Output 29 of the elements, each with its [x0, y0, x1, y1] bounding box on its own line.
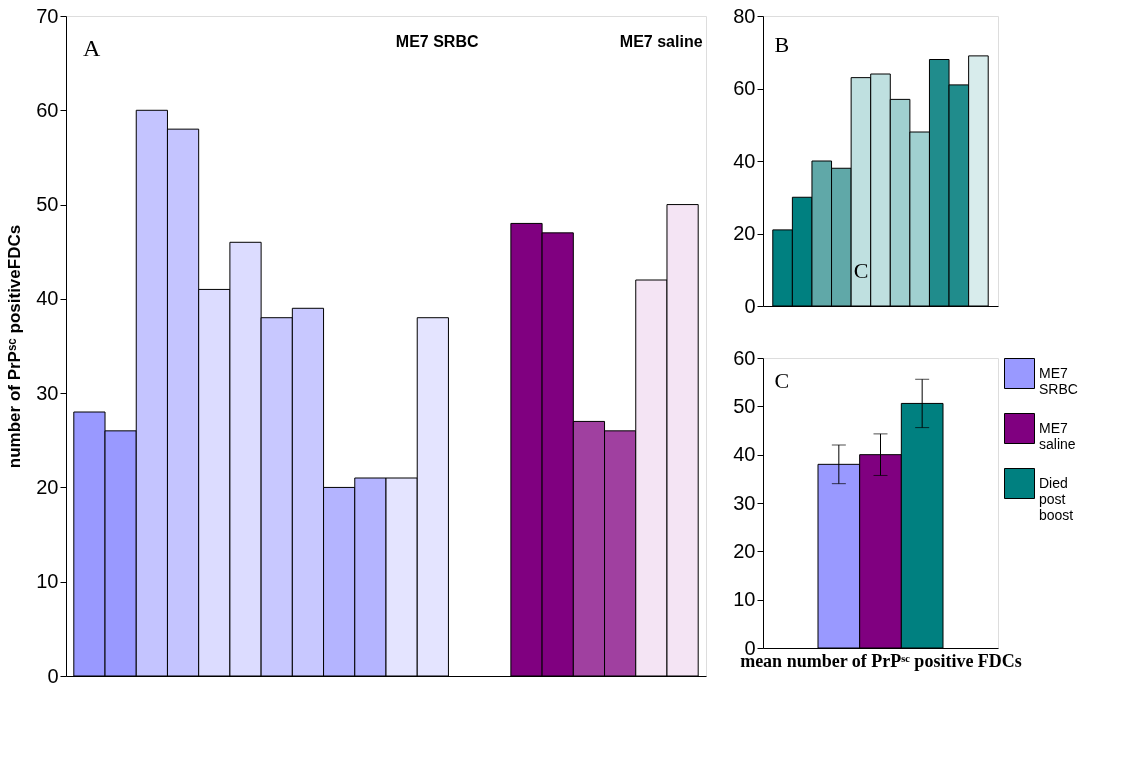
legend-label: Died post boost — [1039, 474, 1074, 523]
y-tick-label: 40 — [733, 149, 756, 172]
annotation: ME7 SRBC — [395, 33, 479, 51]
y-tick-label: 10 — [36, 570, 59, 593]
annotation: C — [853, 258, 869, 284]
y-tick-label: 60 — [36, 98, 59, 121]
y-tick-label: 60 — [733, 346, 756, 369]
y-tick-label: 30 — [36, 381, 59, 404]
annotation: ME7 saline — [619, 33, 703, 51]
y-tick-label: 0 — [47, 664, 59, 687]
y-tick-label: 10 — [733, 588, 756, 611]
legend-label: ME7 SRBC — [1039, 364, 1078, 397]
y-tick-label: 20 — [733, 539, 756, 562]
y-tick-label: 80 — [733, 4, 756, 27]
y-tick-label: 50 — [733, 394, 756, 417]
y-tick-label: 40 — [36, 287, 59, 310]
y-tick-label: 40 — [733, 443, 756, 466]
y-tick-label: 20 — [36, 475, 59, 498]
legend-label: ME7 saline — [1039, 419, 1076, 452]
annotation: A — [82, 35, 101, 61]
y-tick-label: 60 — [733, 77, 756, 99]
y-tick-label: 20 — [733, 222, 756, 244]
y-axis-title: number of PrPˢᶜ positiveFDCs — [5, 224, 25, 469]
y-tick-label: 70 — [36, 4, 59, 27]
y-tick-label: 30 — [733, 491, 756, 514]
y-tick-label: 50 — [36, 193, 59, 216]
y-tick-label: 0 — [744, 294, 756, 317]
annotation: B — [774, 32, 790, 57]
annotation: C — [774, 368, 790, 394]
